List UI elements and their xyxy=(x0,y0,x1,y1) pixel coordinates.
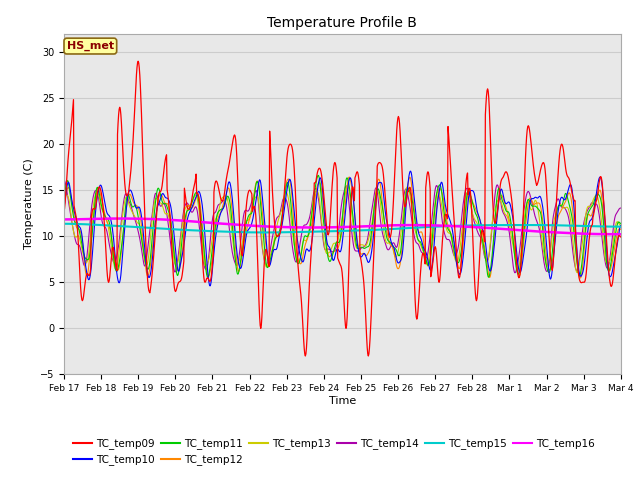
TC_temp09 xyxy=(301,353,309,359)
Title: Temperature Profile B: Temperature Profile B xyxy=(268,16,417,30)
TC_temp12 xyxy=(495,199,502,204)
TC_temp13 xyxy=(60,189,68,194)
TC_temp09 xyxy=(617,234,625,240)
TC_temp13 xyxy=(285,200,293,206)
TC_temp09 xyxy=(506,180,513,186)
TC_temp15 xyxy=(443,223,451,229)
TC_temp13 xyxy=(505,219,513,225)
TC_temp12 xyxy=(285,177,293,182)
TC_temp09 xyxy=(286,142,294,147)
TC_temp14 xyxy=(285,214,293,220)
TC_temp13 xyxy=(617,223,625,228)
TC_temp13 xyxy=(117,229,125,235)
TC_temp16 xyxy=(60,216,68,222)
TC_temp12 xyxy=(60,197,68,203)
TC_temp09 xyxy=(134,59,142,64)
Line: TC_temp12: TC_temp12 xyxy=(64,177,621,278)
TC_temp16 xyxy=(118,216,125,221)
TC_temp13 xyxy=(305,226,313,231)
TC_temp11 xyxy=(306,226,314,232)
TC_temp10 xyxy=(286,177,294,182)
TC_temp15 xyxy=(260,229,268,235)
TC_temp10 xyxy=(444,211,451,216)
TC_temp16 xyxy=(117,216,125,221)
TC_temp11 xyxy=(286,190,294,195)
TC_temp14 xyxy=(494,184,502,190)
TC_temp15 xyxy=(60,221,68,227)
TC_temp14 xyxy=(442,236,450,241)
TC_temp11 xyxy=(117,249,125,254)
Line: TC_temp11: TC_temp11 xyxy=(64,175,621,277)
TC_temp12 xyxy=(617,227,625,232)
Line: TC_temp15: TC_temp15 xyxy=(64,224,621,232)
TC_temp16 xyxy=(443,223,451,228)
TC_temp10 xyxy=(495,194,503,200)
TC_temp12 xyxy=(117,253,125,259)
TC_temp09 xyxy=(495,190,503,196)
TC_temp09 xyxy=(307,263,314,269)
TC_temp10 xyxy=(306,248,314,253)
Line: TC_temp14: TC_temp14 xyxy=(64,180,621,273)
Y-axis label: Temperature (C): Temperature (C) xyxy=(24,158,35,250)
TC_temp15 xyxy=(306,229,314,235)
TC_temp15 xyxy=(505,222,513,228)
TC_temp12 xyxy=(576,275,584,281)
TC_temp12 xyxy=(505,216,513,221)
TC_temp09 xyxy=(444,216,451,222)
TC_temp09 xyxy=(60,209,68,215)
TC_temp10 xyxy=(117,272,125,278)
TC_temp15 xyxy=(495,222,502,228)
TC_temp10 xyxy=(60,203,68,208)
TC_temp10 xyxy=(206,283,214,289)
TC_temp11 xyxy=(506,211,513,217)
TC_temp15 xyxy=(617,224,625,229)
TC_temp11 xyxy=(617,221,625,227)
TC_temp10 xyxy=(617,223,625,228)
TC_temp14 xyxy=(617,205,625,211)
TC_temp13 xyxy=(495,196,502,202)
TC_temp14 xyxy=(504,224,512,229)
TC_temp11 xyxy=(204,275,212,280)
TC_temp16 xyxy=(505,227,513,232)
TC_temp16 xyxy=(286,224,294,230)
TC_temp12 xyxy=(443,218,451,224)
Line: TC_temp10: TC_temp10 xyxy=(64,171,621,286)
TC_temp12 xyxy=(346,174,353,180)
TC_temp16 xyxy=(617,231,625,237)
TC_temp11 xyxy=(444,225,451,230)
TC_temp16 xyxy=(495,226,502,231)
X-axis label: Time: Time xyxy=(329,396,356,406)
Line: TC_temp09: TC_temp09 xyxy=(64,61,621,356)
TC_temp09 xyxy=(117,111,125,117)
TC_temp12 xyxy=(305,230,313,236)
Legend: TC_temp09, TC_temp10, TC_temp11, TC_temp12, TC_temp13, TC_temp14, TC_temp15, TC_: TC_temp09, TC_temp10, TC_temp11, TC_temp… xyxy=(69,434,598,469)
TC_temp10 xyxy=(506,200,513,205)
TC_temp11 xyxy=(314,172,322,178)
TC_temp15 xyxy=(117,223,125,229)
TC_temp10 xyxy=(407,168,415,174)
TC_temp16 xyxy=(306,225,314,230)
Line: TC_temp13: TC_temp13 xyxy=(64,186,621,273)
TC_temp13 xyxy=(573,270,581,276)
TC_temp14 xyxy=(117,222,125,228)
TC_temp11 xyxy=(495,186,503,192)
TC_temp11 xyxy=(60,191,68,196)
TC_temp13 xyxy=(344,183,351,189)
TC_temp15 xyxy=(286,229,294,235)
TC_temp13 xyxy=(443,228,451,233)
Line: TC_temp16: TC_temp16 xyxy=(64,218,621,234)
TC_temp14 xyxy=(305,216,313,222)
TC_temp14 xyxy=(511,270,519,276)
TC_temp14 xyxy=(60,177,68,182)
Text: HS_met: HS_met xyxy=(67,41,114,51)
